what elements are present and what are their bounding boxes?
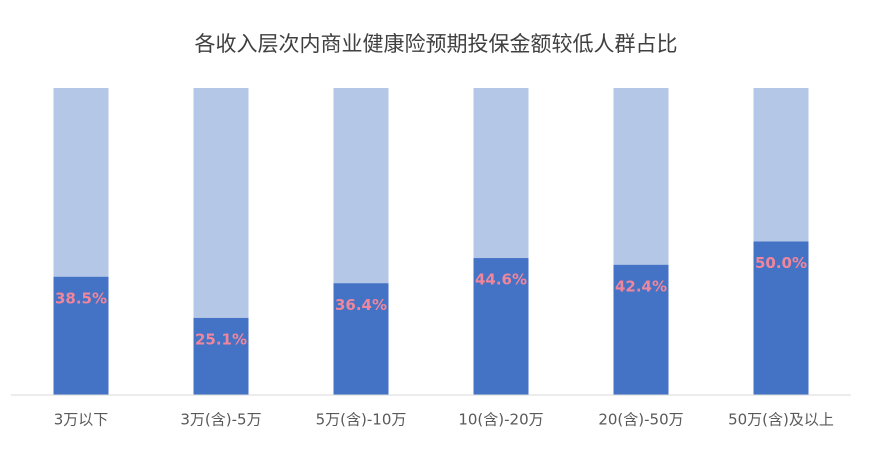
x-tick-label: 3万(含)-5万 (180, 411, 261, 429)
value-label: 42.4% (615, 277, 667, 295)
value-label: 25.1% (195, 330, 247, 348)
value-label: 36.4% (335, 296, 387, 314)
bar (193, 317, 249, 395)
value-label: 50.0% (755, 254, 807, 272)
chart-title: 各收入层次内商业健康险预期投保金额较低人群占比 (195, 32, 678, 56)
bar (753, 241, 809, 395)
bar (53, 276, 109, 395)
x-tick-label: 10(含)-20万 (458, 411, 543, 429)
x-tick-label: 20(含)-50万 (598, 411, 683, 429)
x-tick-label: 3万以下 (54, 411, 109, 429)
value-label: 44.6% (475, 271, 527, 289)
x-tick-label: 5万(含)-10万 (316, 411, 407, 429)
value-label: 38.5% (55, 289, 107, 307)
bar (613, 264, 669, 395)
x-tick-label: 50万(含)及以上 (728, 411, 834, 429)
bar (333, 283, 389, 395)
bar (473, 258, 529, 395)
